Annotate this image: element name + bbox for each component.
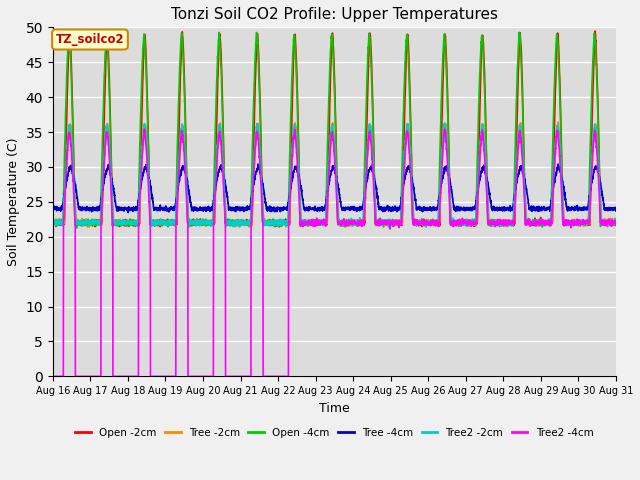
Open -2cm: [591, 28, 599, 34]
Tree2 -4cm: [399, 181, 407, 187]
Tree -4cm: [399, 183, 407, 189]
Tree -4cm: [612, 208, 620, 214]
Open -2cm: [612, 220, 620, 226]
X-axis label: Time: Time: [319, 402, 349, 415]
Line: Tree2 -4cm: Tree2 -4cm: [53, 129, 616, 376]
Line: Tree2 -2cm: Tree2 -2cm: [53, 123, 616, 228]
Tree2 -2cm: [385, 225, 393, 230]
Open -2cm: [206, 220, 214, 226]
Tree -2cm: [390, 219, 397, 225]
Tree2 -4cm: [441, 126, 449, 132]
Tree -2cm: [399, 186, 407, 192]
Open -2cm: [170, 220, 177, 226]
Tree -4cm: [206, 207, 214, 213]
Tree2 -2cm: [170, 217, 177, 223]
Tree -4cm: [124, 210, 132, 216]
Open -2cm: [559, 196, 566, 202]
Tree -2cm: [559, 186, 566, 192]
Tree2 -4cm: [612, 220, 620, 226]
Line: Open -4cm: Open -4cm: [53, 32, 616, 228]
Open -2cm: [275, 224, 283, 230]
Open -2cm: [399, 172, 407, 178]
Title: Tonzi Soil CO2 Profile: Upper Temperatures: Tonzi Soil CO2 Profile: Upper Temperatur…: [171, 7, 498, 22]
Tree -4cm: [49, 207, 57, 213]
Tree -4cm: [390, 205, 397, 211]
Open -2cm: [390, 221, 397, 227]
Tree2 -4cm: [559, 209, 566, 215]
Tree -2cm: [554, 120, 562, 125]
Open -4cm: [612, 222, 620, 228]
Tree -2cm: [49, 220, 57, 226]
Open -4cm: [399, 118, 407, 123]
Open -4cm: [73, 225, 81, 231]
Open -4cm: [170, 219, 177, 225]
Tree2 -4cm: [49, 373, 57, 379]
Line: Tree -4cm: Tree -4cm: [53, 164, 616, 213]
Tree2 -2cm: [390, 218, 397, 224]
Open -2cm: [49, 217, 57, 223]
Line: Tree -2cm: Tree -2cm: [53, 122, 616, 227]
Tree -2cm: [612, 220, 620, 226]
Tree -2cm: [170, 220, 177, 226]
Open -4cm: [515, 29, 523, 35]
Tree -2cm: [612, 220, 620, 226]
Open -2cm: [612, 218, 620, 224]
Y-axis label: Soil Temperature (C): Soil Temperature (C): [7, 138, 20, 266]
Line: Open -2cm: Open -2cm: [53, 31, 616, 227]
Open -4cm: [559, 208, 566, 214]
Text: TZ_soilco2: TZ_soilco2: [56, 33, 124, 46]
Tree2 -4cm: [170, 373, 177, 379]
Tree2 -2cm: [206, 221, 214, 227]
Tree -2cm: [206, 221, 214, 227]
Open -4cm: [206, 221, 214, 227]
Legend: Open -2cm, Tree -2cm, Open -4cm, Tree -4cm, Tree2 -2cm, Tree2 -4cm: Open -2cm, Tree -2cm, Open -4cm, Tree -4…: [71, 423, 598, 442]
Tree2 -2cm: [441, 120, 449, 126]
Open -4cm: [612, 220, 620, 226]
Tree2 -2cm: [559, 196, 566, 202]
Open -4cm: [390, 221, 397, 227]
Open -4cm: [49, 219, 57, 225]
Tree2 -2cm: [399, 168, 407, 174]
Tree2 -4cm: [389, 220, 397, 226]
Tree2 -2cm: [612, 220, 620, 226]
Tree2 -4cm: [206, 373, 214, 379]
Tree -4cm: [559, 179, 566, 184]
Tree -4cm: [254, 161, 262, 167]
Tree2 -2cm: [49, 220, 57, 226]
Tree -4cm: [170, 207, 177, 213]
Tree2 -2cm: [612, 220, 620, 226]
Tree2 -4cm: [612, 221, 620, 227]
Tree -4cm: [612, 205, 620, 211]
Tree -2cm: [85, 224, 93, 230]
